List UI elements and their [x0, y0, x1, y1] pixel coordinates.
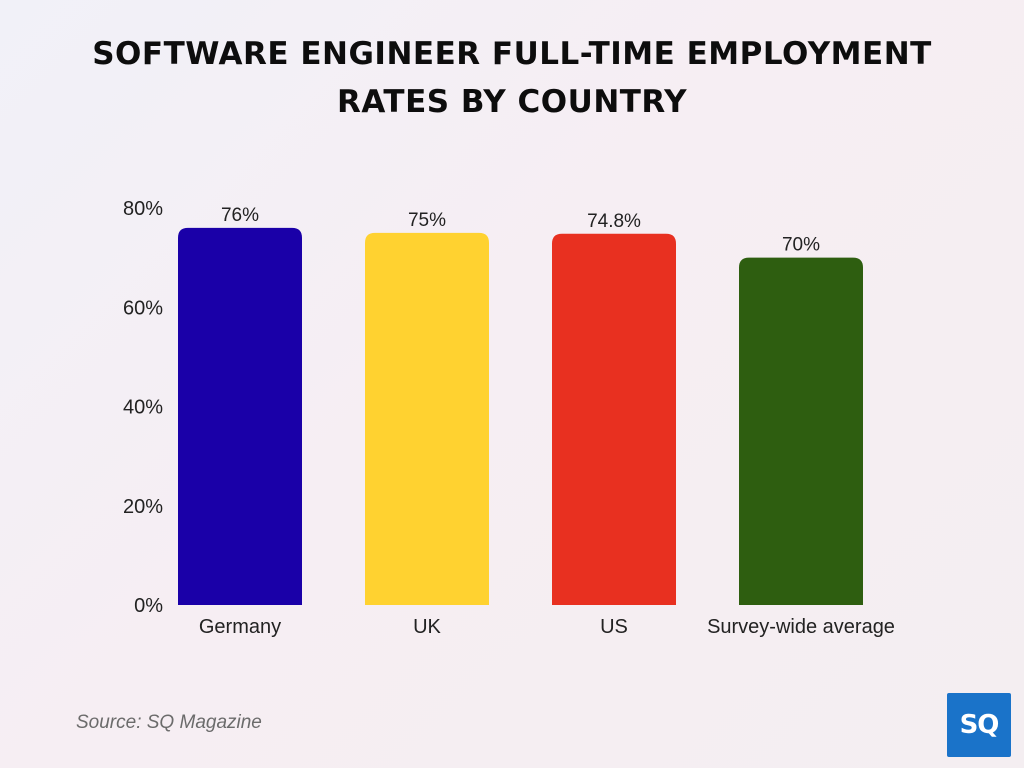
y-tick-label: 20%	[123, 496, 163, 518]
bars	[178, 227, 863, 605]
chart-title-line-1: SOFTWARE ENGINEER FULL-TIME EMPLOYMENT	[92, 36, 932, 72]
bar-value-label: 76%	[221, 205, 259, 226]
bar-uk	[365, 232, 489, 605]
sq-logo: SQ	[947, 693, 1011, 757]
bar-value-label: 74.8%	[587, 211, 641, 232]
bar-us	[552, 233, 676, 605]
category-label: US	[600, 616, 628, 638]
y-tick-label: 60%	[123, 297, 163, 319]
bar-value-label: 75%	[408, 210, 446, 231]
y-tick-label: 40%	[123, 397, 163, 419]
bar-germany	[178, 227, 302, 605]
y-tick-label: 0%	[134, 595, 163, 617]
bar-value-label: 70%	[782, 235, 820, 256]
value-labels: 76% 75% 74.8% 70%	[221, 205, 820, 256]
chart-title-line-2: RATES BY COUNTRY	[336, 84, 688, 120]
source-credit: Source: SQ Magazine	[76, 712, 262, 733]
chart-title: SOFTWARE ENGINEER FULL-TIME EMPLOYMENT R…	[0, 30, 1024, 126]
y-tick-label: 80%	[123, 198, 163, 220]
sq-logo-text: SQ	[959, 710, 1000, 740]
y-axis: 0% 20% 40% 60% 80%	[123, 198, 163, 617]
category-label: Survey-wide average	[707, 616, 895, 638]
category-label: Germany	[199, 616, 281, 638]
category-label: UK	[413, 616, 441, 638]
bar-survey-wide-average	[739, 257, 863, 605]
category-labels: Germany UK US Survey-wide average	[199, 616, 895, 638]
